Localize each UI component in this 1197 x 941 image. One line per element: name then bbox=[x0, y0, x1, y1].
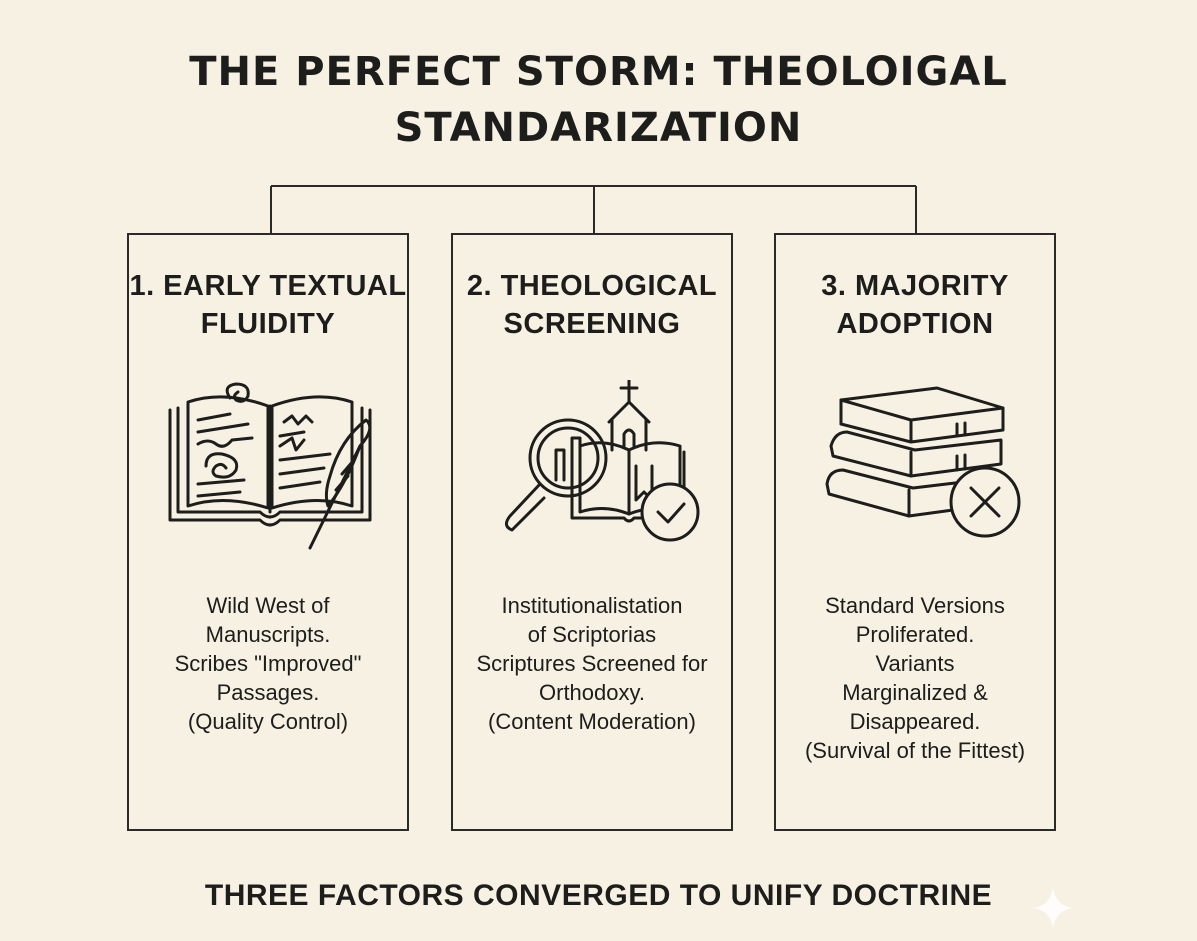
panel-early-textual-fluidity: 1. EARLY TEXTUAL FLUIDITY bbox=[127, 233, 409, 831]
panel-desc-line: Variants bbox=[875, 651, 955, 676]
page-title-line-1: THE PERFECT STORM: THEOLOIGAL bbox=[189, 49, 1008, 95]
panel-title-line-1: 1. EARLY TEXTUAL bbox=[129, 270, 407, 302]
panel-desc-line: Marginalized & bbox=[842, 680, 988, 705]
panel-title-line-2: ADOPTION bbox=[836, 308, 994, 340]
panel-desc-line: Passages. bbox=[216, 680, 320, 705]
panel-desc-line: Scriptures Screened for bbox=[476, 651, 708, 676]
panel-title: 3. MAJORITY ADOPTION bbox=[776, 267, 1054, 343]
page-title: THE PERFECT STORM: THEOLOIGAL STANDARIZA… bbox=[0, 44, 1197, 156]
panel-desc-line: Standard Versions bbox=[825, 593, 1005, 618]
magnifier-church-check-icon bbox=[505, 380, 700, 542]
book-stack-x-icon bbox=[825, 386, 1021, 538]
panel-desc-line: Disappeared. bbox=[849, 709, 981, 734]
open-book-quill-icon bbox=[168, 382, 372, 550]
panel-title-line-2: FLUIDITY bbox=[200, 308, 336, 340]
panel-title: 1. EARLY TEXTUAL FLUIDITY bbox=[129, 267, 407, 343]
panel-title-line-1: 2. THEOLOGICAL bbox=[466, 270, 718, 302]
panel-majority-adoption: 3. MAJORITY ADOPTION St bbox=[774, 233, 1056, 831]
panel-theological-screening: 2. THEOLOGICAL SCREENING bbox=[451, 233, 733, 831]
panel-desc-line: (Content Moderation) bbox=[488, 709, 696, 734]
panel-title-line-1: 3. MAJORITY bbox=[821, 270, 1009, 302]
panel-desc-line: (Quality Control) bbox=[187, 709, 349, 734]
panel-desc-line: Orthodoxy. bbox=[539, 680, 645, 705]
panel-description: Institutionalistation of Scriptorias Scr… bbox=[453, 591, 731, 736]
panel-desc-line: Wild West of bbox=[206, 593, 330, 618]
panel-desc-line: (Survival of the Fittest) bbox=[804, 738, 1026, 763]
panel-description: Wild West of Manuscripts. Scribes "Impro… bbox=[129, 591, 407, 736]
panel-desc-line: Scribes "Improved" bbox=[174, 651, 362, 676]
panel-desc-line: of Scriptorias bbox=[527, 622, 657, 647]
footer-caption: THREE FACTORS CONVERGED TO UNIFY DOCTRIN… bbox=[204, 879, 993, 912]
page-title-line-2: STANDARIZATION bbox=[394, 105, 803, 151]
panel-desc-line: Proliferated. bbox=[855, 622, 975, 647]
panel-desc-line: Institutionalistation bbox=[501, 593, 683, 618]
panel-description: Standard Versions Proliferated. Variants… bbox=[776, 591, 1054, 765]
panel-title-line-2: SCREENING bbox=[503, 308, 681, 340]
sparkle-icon bbox=[1032, 887, 1074, 929]
panel-desc-line: Manuscripts. bbox=[205, 622, 331, 647]
panel-title: 2. THEOLOGICAL SCREENING bbox=[453, 267, 731, 343]
